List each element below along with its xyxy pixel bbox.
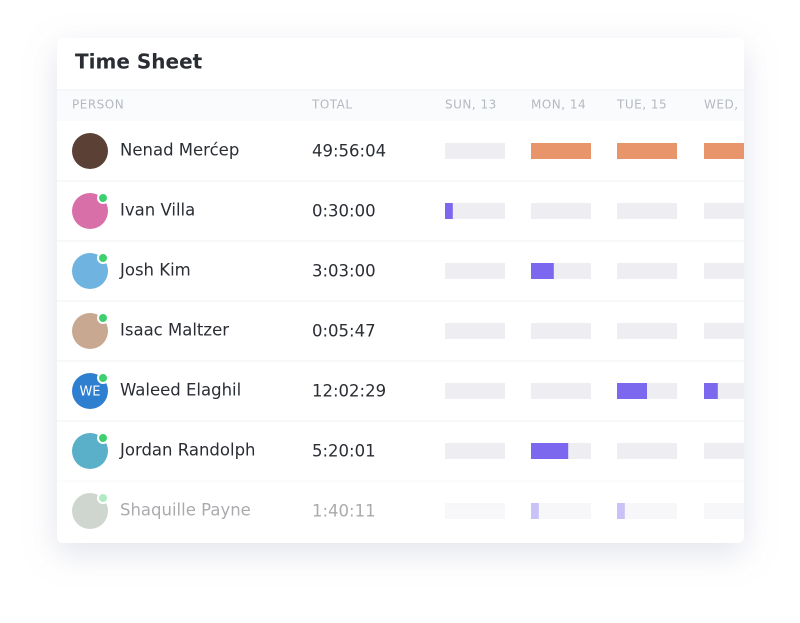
bar-track — [704, 263, 744, 279]
bar-track — [617, 323, 677, 339]
total-time: 12:02:29 — [312, 382, 386, 401]
total-time: 0:30:00 — [312, 202, 376, 221]
online-dot — [97, 432, 109, 444]
person-name: Shaquille Payne — [120, 501, 251, 520]
column-header: TOTAL — [311, 98, 353, 112]
person-name: Josh Kim — [119, 261, 191, 280]
bar-track — [445, 503, 505, 519]
bar-track — [531, 323, 591, 339]
row: Josh Kim 3:03:00 — [57, 240, 744, 289]
bar-fill — [531, 143, 591, 159]
row: Jordan Randolph 5:20:01 — [57, 420, 744, 469]
bar-fill — [704, 143, 744, 159]
bar-track — [704, 203, 744, 219]
bar-track — [445, 263, 505, 279]
bar-track — [531, 203, 591, 219]
online-dot — [97, 492, 109, 504]
avatar — [72, 493, 108, 529]
online-dot — [97, 252, 109, 264]
bar-track — [445, 383, 505, 399]
row: Shaquille Payne 1:40:11 — [57, 480, 744, 529]
bar-track — [445, 203, 505, 219]
avatar — [72, 133, 108, 169]
bar-fill — [531, 263, 554, 279]
total-time: 49:56:04 — [312, 142, 386, 161]
row: Isaac Maltzer 0:05:47 — [57, 300, 744, 349]
column-header: MON, 14 — [531, 98, 586, 112]
total-time: 0:05:47 — [312, 322, 376, 341]
bar-track — [617, 203, 677, 219]
bar-track — [704, 503, 744, 519]
card-content: Time Sheet PERSON TOTAL SUN, 13 MON, 14 TUE,… — [57, 50, 744, 529]
bar-track — [445, 443, 505, 459]
column-header: SUN, 13 — [445, 98, 497, 112]
bar-fill — [704, 383, 718, 399]
bar-track — [445, 323, 505, 339]
total-time: 1:40:11 — [312, 502, 376, 521]
card — [57, 38, 744, 543]
bar-fill — [617, 503, 625, 519]
row: WE Waleed Elaghil 12:02:29 — [57, 360, 744, 409]
bar-track — [704, 443, 744, 459]
online-dot — [97, 312, 109, 324]
bar-fill — [531, 443, 569, 459]
total-time: 5:20:01 — [312, 442, 376, 461]
total-time: 3:03:00 — [312, 262, 376, 281]
column-header: WED, — [704, 98, 739, 112]
person-name: Waleed Elaghil — [120, 381, 241, 400]
column-header: PERSON — [72, 98, 124, 112]
bar-track — [445, 143, 505, 159]
avatar-initials: WE — [79, 385, 100, 400]
title: Time Sheet — [75, 50, 203, 74]
person-name: Nenad Merćep — [120, 141, 239, 160]
online-dot — [97, 192, 109, 204]
bar-track — [531, 383, 591, 399]
column-header: TUE, 15 — [616, 98, 667, 112]
bar-track — [617, 503, 677, 519]
bar-track — [704, 323, 744, 339]
bar-track — [617, 443, 677, 459]
person-name: Ivan Villa — [120, 201, 195, 220]
bar-track — [617, 263, 677, 279]
person-name: Isaac Maltzer — [120, 321, 229, 340]
row: Ivan Villa 0:30:00 — [57, 180, 744, 229]
bar-fill — [617, 383, 647, 399]
header-band — [57, 90, 744, 121]
bar-track — [531, 503, 591, 519]
row: Nenad Merćep 49:56:04 — [72, 133, 744, 169]
person-name: Jordan Randolph — [119, 441, 256, 460]
bar-fill — [617, 143, 677, 159]
bar-fill — [531, 503, 539, 519]
bar-fill — [445, 203, 453, 219]
online-dot — [97, 372, 109, 384]
